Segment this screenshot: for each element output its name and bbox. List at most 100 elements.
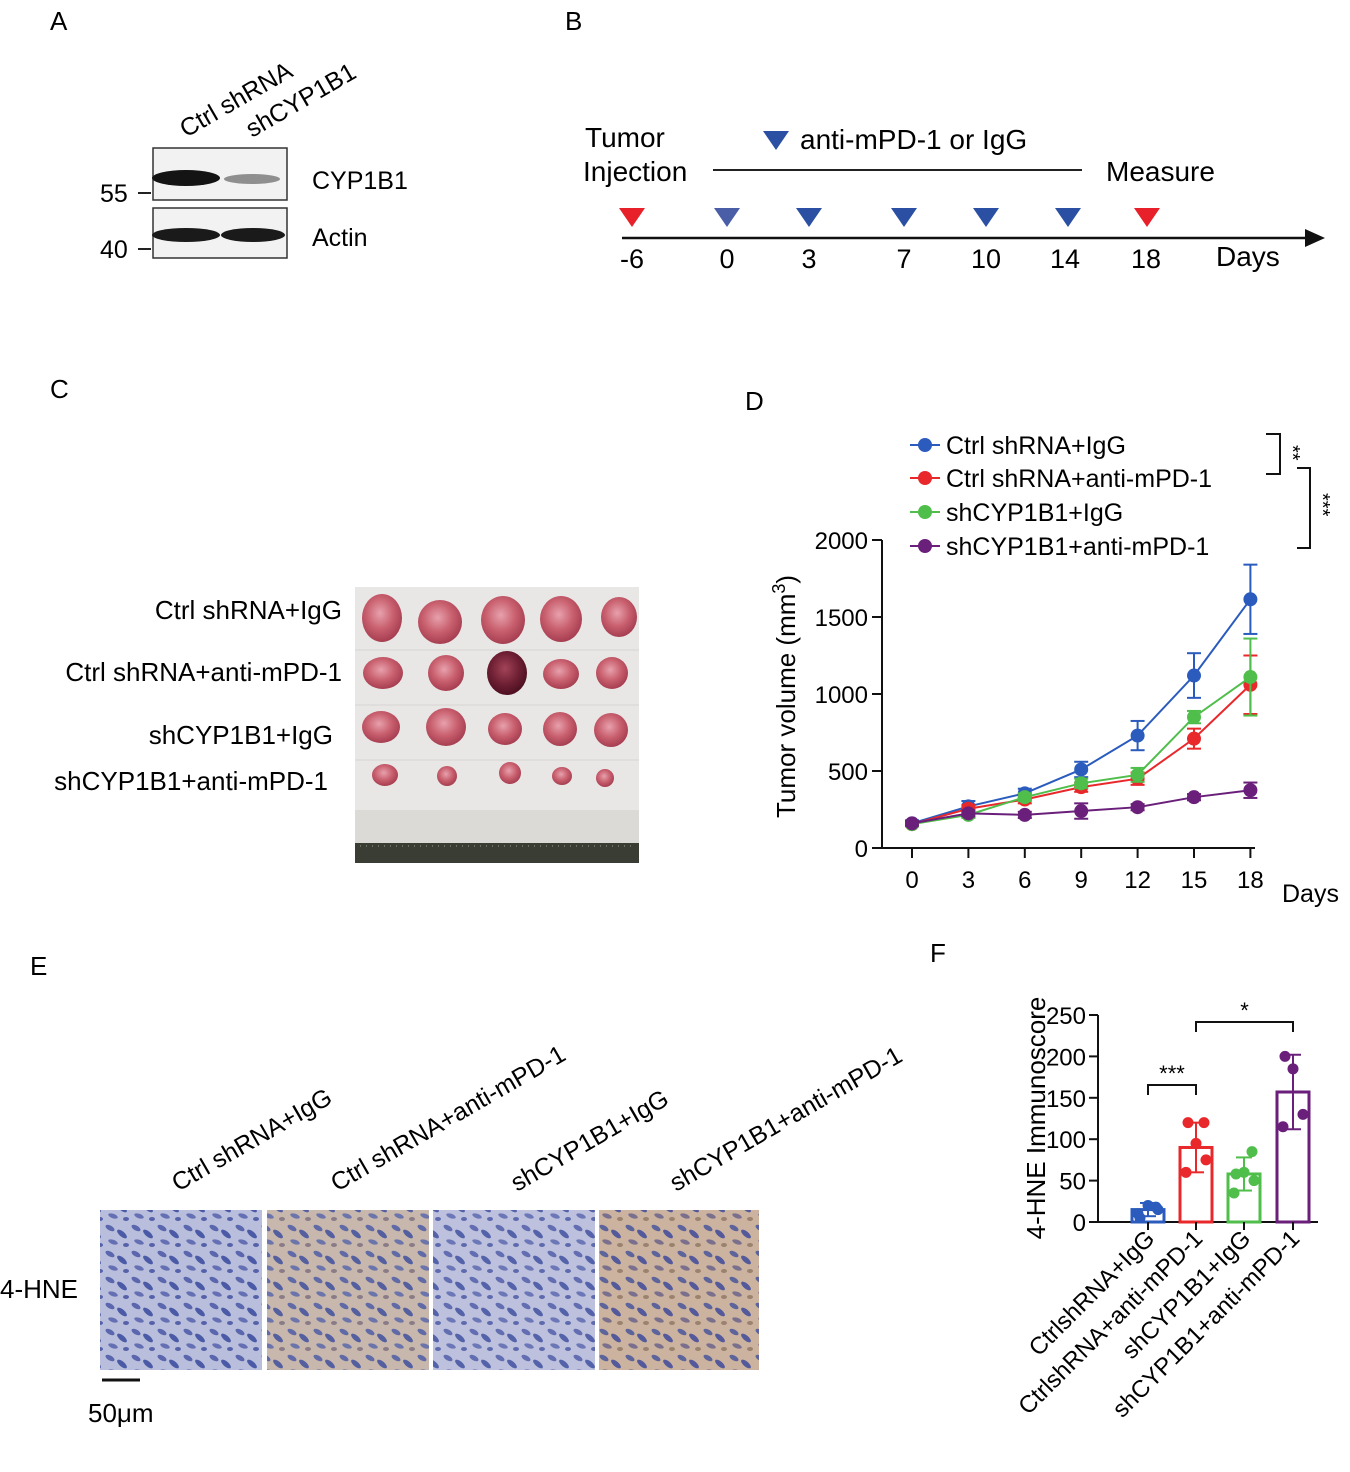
data-point xyxy=(1187,668,1201,683)
legend-marker xyxy=(918,438,932,452)
tumor-label: Tumor xyxy=(585,122,665,153)
tumor xyxy=(488,713,522,745)
y-tick-label: 100 xyxy=(1046,1127,1086,1154)
band-cyp1b1-ctrl xyxy=(152,170,220,186)
data-point xyxy=(961,806,976,821)
data-point xyxy=(1279,1050,1291,1062)
row-label: shCYP1B1+IgG xyxy=(149,720,333,750)
tumor xyxy=(426,708,466,746)
y-axis-label-superscript: 3 xyxy=(769,584,789,594)
y-tick-label: 50 xyxy=(1059,1169,1086,1196)
dose-marker-icon xyxy=(796,208,822,227)
scale-bar-label: 50μm xyxy=(88,1398,154,1428)
day-label: 7 xyxy=(896,244,911,274)
ihc-image xyxy=(100,1210,262,1370)
data-point xyxy=(1074,776,1089,791)
legend-triangle-icon xyxy=(763,131,789,150)
tumor-photo xyxy=(355,587,639,863)
panel-letter-c: C xyxy=(50,374,69,404)
x-tick-label: 15 xyxy=(1181,867,1208,894)
significance-label: *** xyxy=(1159,1061,1185,1086)
y-tick-label: 1500 xyxy=(815,605,868,632)
dose-marker-icon xyxy=(891,208,917,227)
panel-letter-f: F xyxy=(930,938,946,968)
y-tick-label: 250 xyxy=(1046,1003,1086,1030)
data-point xyxy=(1187,710,1201,725)
significance-label: *** xyxy=(1311,493,1333,517)
legend-label: shCYP1B1+anti-mPD-1 xyxy=(946,533,1209,561)
marker-55: 55 xyxy=(100,180,128,208)
tumor xyxy=(596,657,628,689)
x-axis-label: Days xyxy=(1282,880,1339,908)
y-axis-label-close: ) xyxy=(771,575,801,584)
y-tick-label: 1000 xyxy=(815,682,868,709)
day-label: 3 xyxy=(801,244,816,274)
y-tick-label: 2000 xyxy=(815,528,868,555)
measure-marker-icon xyxy=(1134,208,1160,227)
x-tick-label: 18 xyxy=(1237,867,1264,894)
tumor xyxy=(552,767,572,785)
tumor xyxy=(596,769,614,787)
row-label: shCYP1B1+anti-mPD-1 xyxy=(54,766,328,796)
data-point xyxy=(1243,670,1258,685)
data-point xyxy=(1228,1187,1240,1199)
treatment-label: anti-mPD-1 or IgG xyxy=(800,124,1027,155)
tumor xyxy=(601,597,637,637)
significance-bracket xyxy=(1195,1021,1294,1032)
data-point xyxy=(1243,592,1258,607)
day-label: 10 xyxy=(971,244,1001,274)
panel-e: E Ctrl shRNA+IgG Ctrl shRNA+anti-mPD-1 s… xyxy=(0,951,907,1428)
column-label: shCYP1B1+IgG xyxy=(506,1084,673,1197)
legend-marker xyxy=(918,471,932,485)
data-point xyxy=(1074,762,1089,777)
day-label: 18 xyxy=(1131,244,1161,274)
tumor xyxy=(418,600,462,644)
tumor xyxy=(594,713,628,747)
ihc-image xyxy=(267,1210,429,1370)
blot-label-cyp1b1: CYP1B1 xyxy=(312,167,408,195)
column-label: Ctrl shRNA+IgG xyxy=(167,1083,337,1197)
panel-c: C Ctrl shRNA+IgG Ctrl shRNA+anti-mPD-1 s… xyxy=(50,374,639,863)
x-tick-label: 6 xyxy=(1018,867,1031,894)
column-label: shCYP1B1+anti-mPD-1 xyxy=(665,1041,907,1197)
blot-label-actin: Actin xyxy=(312,224,368,252)
data-point xyxy=(1243,783,1258,798)
timeline-arrow-icon xyxy=(1305,229,1325,247)
y-tick-label: 200 xyxy=(1046,1044,1086,1071)
significance-bracket xyxy=(1297,467,1311,549)
tumor xyxy=(428,655,464,691)
series-line xyxy=(911,676,1251,826)
x-tick-label: 12 xyxy=(1124,867,1151,894)
x-tick-label: 3 xyxy=(962,867,975,894)
y-tick-label: 150 xyxy=(1046,1086,1086,1113)
ihc-image xyxy=(433,1210,595,1370)
data-point xyxy=(1130,767,1145,782)
tumor xyxy=(362,711,400,743)
significance-label: * xyxy=(1240,998,1249,1023)
data-point xyxy=(1200,1154,1212,1166)
legend-marker xyxy=(918,505,932,519)
panel-letter-b: B xyxy=(565,6,582,36)
data-point xyxy=(1130,800,1145,815)
panel-letter-a: A xyxy=(50,6,68,36)
y-axis-label-main: Tumor volume (mm xyxy=(771,594,801,818)
y-tick-label: 0 xyxy=(855,836,868,863)
tumor xyxy=(543,659,579,689)
legend-marker xyxy=(918,539,932,553)
panel-a: A Ctrl shRNA shCYP1B1 CYP1B1 Actin 55 40 xyxy=(50,6,408,264)
data-point xyxy=(1297,1108,1309,1120)
significance-bracket xyxy=(1147,1084,1197,1095)
ihc-image xyxy=(599,1210,759,1370)
tumor xyxy=(372,764,398,786)
legend-label: Ctrl shRNA+anti-mPD-1 xyxy=(946,465,1212,493)
tumor xyxy=(362,594,402,642)
tumor xyxy=(363,657,403,689)
dose-marker-icon xyxy=(1055,208,1081,227)
tumor xyxy=(540,596,582,642)
significance-label: ** xyxy=(1281,445,1303,461)
y-tick-label: 0 xyxy=(1073,1210,1086,1237)
data-point xyxy=(1017,807,1032,822)
